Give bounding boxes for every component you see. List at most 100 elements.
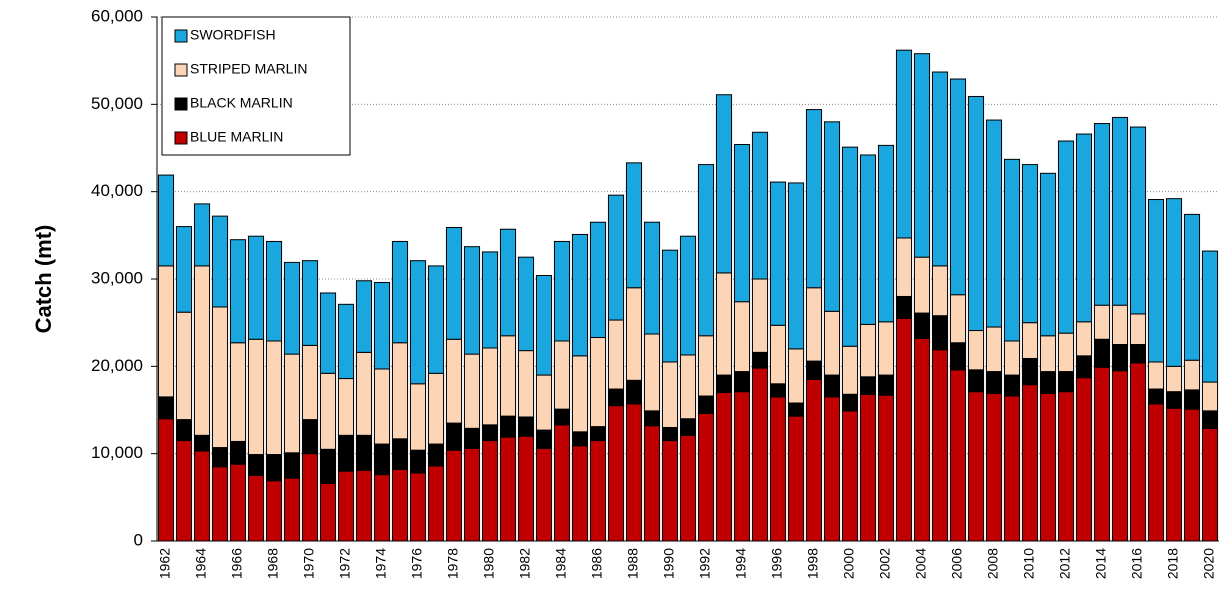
bar-segment — [445, 422, 463, 451]
bar-segment — [859, 393, 877, 542]
bar-segment — [679, 354, 697, 420]
legend-swatch — [174, 97, 188, 111]
x-tick-label: 2008 — [985, 548, 1001, 579]
bar-segment — [301, 419, 319, 455]
bar-segment — [697, 395, 715, 414]
x-tick-label: 2016 — [1129, 548, 1145, 579]
bar-segment — [679, 434, 697, 542]
bar-segment — [157, 265, 175, 398]
bar-segment — [445, 338, 463, 424]
bar-segment — [1111, 344, 1129, 372]
bar-segment — [841, 410, 859, 542]
bar-segment — [661, 426, 679, 442]
y-tick-label: 50,000 — [91, 94, 143, 113]
bar-segment — [373, 368, 391, 445]
bar-segment — [823, 396, 841, 542]
bar-segment — [787, 402, 805, 417]
x-tick-label: 2012 — [1057, 548, 1073, 579]
bar-segment — [643, 425, 661, 542]
bar-segment — [355, 469, 373, 542]
bar-segment — [589, 440, 607, 542]
legend-label: STRIPED MARLIN — [190, 61, 307, 77]
bar-segment — [1201, 250, 1219, 383]
x-tick-label: 1964 — [193, 548, 209, 579]
bar-segment — [337, 470, 355, 542]
bar-segment — [175, 419, 193, 442]
bar-segment — [733, 144, 751, 303]
legend: SWORDFISH STRIPED MARLIN BLACK MARLIN BLUE … — [161, 16, 351, 156]
bar-segment — [913, 256, 931, 314]
bar-segment — [1057, 140, 1075, 334]
bar-segment — [931, 71, 949, 267]
bar-segment — [823, 121, 841, 312]
bar-segment — [211, 215, 229, 308]
bar-segment — [751, 278, 769, 353]
x-tick-label: 1962 — [157, 548, 173, 579]
x-tick-label: 2010 — [1021, 548, 1037, 579]
bar-segment — [1075, 321, 1093, 357]
bar-segment — [769, 396, 787, 542]
bar-segment — [337, 378, 355, 436]
bar-segment — [1075, 377, 1093, 542]
bar-segment — [697, 164, 715, 337]
bar-segment — [445, 226, 463, 340]
bar-segment — [913, 53, 931, 258]
bar-segment — [1093, 338, 1111, 368]
bar-segment — [715, 374, 733, 394]
bar-segment — [229, 342, 247, 442]
x-tick-label: 2006 — [949, 548, 965, 579]
bar-segment — [409, 260, 427, 385]
bar-segment — [1183, 213, 1201, 361]
bar-segment — [715, 94, 733, 274]
bar-segment — [625, 379, 643, 405]
bar-segment — [607, 405, 625, 542]
x-tick-label: 1968 — [265, 548, 281, 579]
bar-segment — [175, 440, 193, 542]
bar-segment — [967, 391, 985, 542]
bar-segment — [175, 311, 193, 421]
y-tick-label: 0 — [134, 530, 143, 549]
bar-segment — [247, 454, 265, 477]
bar-segment — [481, 347, 499, 426]
bar-segment — [463, 447, 481, 542]
bar-segment — [1003, 395, 1021, 542]
x-tick-label: 1990 — [661, 548, 677, 579]
bar-segment — [1129, 344, 1147, 364]
bar-segment — [355, 351, 373, 436]
bar-segment — [247, 475, 265, 542]
bar-segment — [949, 78, 967, 296]
bar-segment — [1039, 371, 1057, 394]
legend-swatch — [174, 63, 188, 77]
bar-segment — [427, 443, 445, 467]
bar-segment — [409, 449, 427, 474]
bar-segment — [1183, 359, 1201, 391]
bar-segment — [751, 351, 769, 369]
x-tick-label: 2020 — [1201, 548, 1217, 579]
bar-segment — [427, 465, 445, 542]
bar-segment — [1057, 391, 1075, 542]
bar-segment — [625, 162, 643, 289]
bar-segment — [265, 340, 283, 456]
bar-segment — [805, 360, 823, 380]
bar-segment — [841, 146, 859, 347]
bar-segment — [265, 454, 283, 482]
bar-segment — [1075, 133, 1093, 323]
bar-segment — [949, 294, 967, 344]
bar-segment — [391, 342, 409, 440]
x-tick-label: 2014 — [1093, 548, 1109, 579]
bar-segment — [247, 235, 265, 340]
bar-segment — [733, 371, 751, 393]
bar-segment — [211, 447, 229, 468]
bar-segment — [229, 239, 247, 344]
bar-segment — [679, 418, 697, 436]
bar-segment — [625, 403, 643, 542]
bar-segment — [517, 256, 535, 352]
x-tick-label: 1976 — [409, 548, 425, 579]
bar-segment — [517, 350, 535, 418]
bar-segment — [535, 275, 553, 376]
x-tick-label: 2002 — [877, 548, 893, 579]
bar-segment — [553, 240, 571, 342]
bar-segment — [607, 388, 625, 407]
bar-segment — [481, 440, 499, 542]
bar-segment — [463, 353, 481, 429]
